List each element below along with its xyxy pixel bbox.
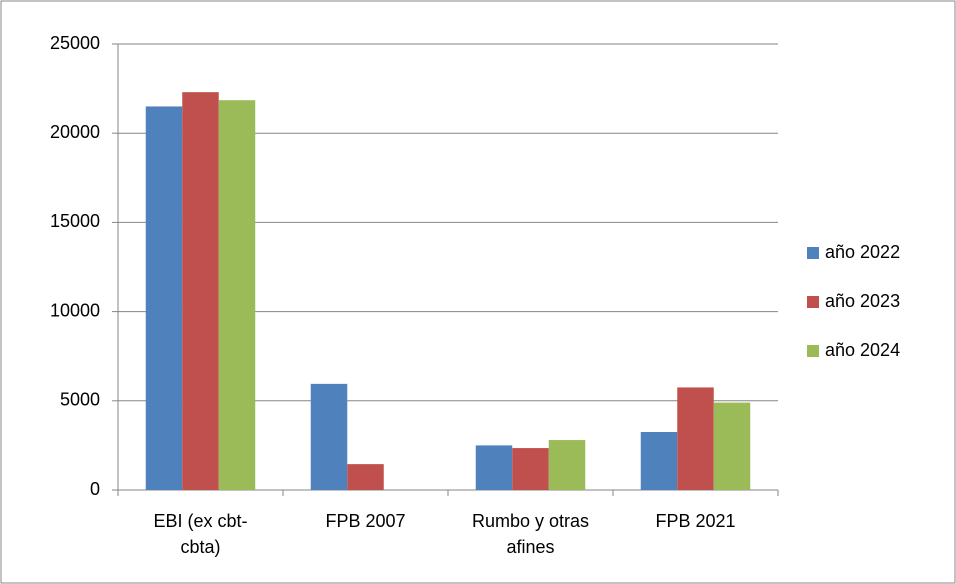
bar bbox=[182, 92, 219, 490]
y-tick-label: 0 bbox=[90, 479, 100, 499]
x-tick-label: FPB 2021 bbox=[655, 511, 736, 531]
bar bbox=[640, 432, 678, 490]
x-tick-label: Rumbo y otras afines bbox=[471, 511, 590, 557]
y-tick-label: 15000 bbox=[50, 211, 100, 231]
y-tick-label: 10000 bbox=[50, 300, 100, 320]
bar bbox=[310, 383, 348, 490]
y-tick-label: 20000 bbox=[50, 122, 100, 142]
bar bbox=[145, 106, 183, 490]
legend-label: año 2024 bbox=[825, 340, 900, 360]
y-tick-label: 25000 bbox=[50, 33, 100, 53]
bar bbox=[218, 100, 256, 491]
bar bbox=[475, 445, 513, 490]
y-tick-label: 5000 bbox=[60, 390, 100, 410]
bar bbox=[713, 402, 751, 490]
x-tick-label: EBI (ex cbt-cbta) bbox=[153, 511, 248, 557]
bar bbox=[677, 387, 714, 490]
legend-swatch bbox=[807, 247, 819, 259]
legend-label: año 2022 bbox=[825, 242, 900, 262]
bar bbox=[548, 440, 586, 490]
bar bbox=[512, 448, 549, 490]
bar bbox=[347, 464, 384, 490]
legend-label: año 2023 bbox=[825, 291, 900, 311]
x-tick-label: FPB 2007 bbox=[325, 511, 406, 531]
legend-swatch bbox=[807, 296, 819, 308]
legend-swatch bbox=[807, 345, 819, 357]
